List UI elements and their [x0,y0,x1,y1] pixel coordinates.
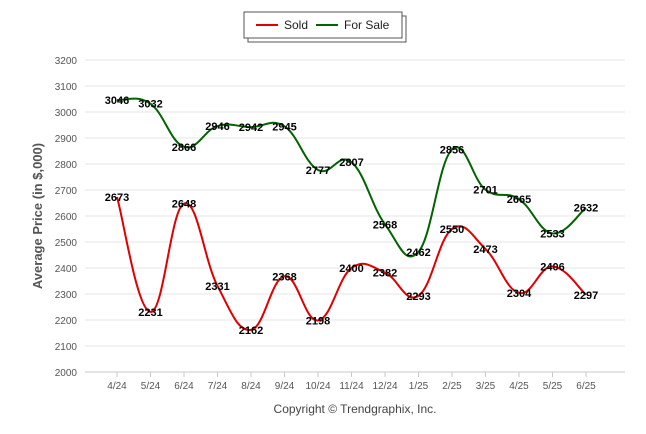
data-label-for-sale-10: 2856 [440,144,464,156]
y-tick-label-2300: 2300 [55,290,78,301]
data-label-sold-4: 2162 [239,325,263,337]
data-label-sold-9: 2293 [406,291,430,303]
x-tick-label-4: 8/24 [241,381,261,392]
data-label-sold-10: 2550 [440,224,464,236]
y-tick-label-2100: 2100 [55,342,78,353]
data-label-for-sale-13: 2533 [540,228,564,240]
series-line-sold [116,196,587,331]
data-label-sold-0: 2673 [105,192,129,204]
legend: Sold For Sale [243,11,407,43]
y-tick-label-3000: 3000 [55,108,78,119]
data-label-for-sale-5: 2945 [272,121,296,133]
data-label-sold-12: 2304 [507,288,532,300]
y-tick-label-2500: 2500 [55,238,78,249]
data-label-sold-1: 2231 [138,307,162,319]
y-tick-label-2800: 2800 [55,160,78,171]
legend-label-for-sale: For Sale [344,18,390,32]
data-label-sold-3: 2331 [205,281,229,293]
grid-lines [85,59,625,373]
x-axis-ticks: 4/24 5/24 6/24 7/24 8/24 9/24 10/24 11/24 12/24 1… [107,372,596,392]
data-label-for-sale-0: 3046 [105,95,129,107]
x-tick-label-10: 2/25 [442,381,462,392]
y-tick-label-2400: 2400 [55,264,78,275]
x-tick-label-7: 11/24 [339,381,364,392]
x-tick-label-13: 5/25 [543,381,563,392]
series-line-for-sale [116,97,587,258]
data-label-sold-14: 2297 [574,290,598,302]
data-label-for-sale-4: 2942 [239,122,263,134]
x-tick-label-14: 6/25 [576,381,596,392]
data-label-sold-2: 2648 [172,199,196,211]
x-tick-label-3: 7/24 [208,381,228,392]
data-label-for-sale-3: 2946 [205,121,229,133]
data-label-sold-13: 2406 [540,261,564,273]
legend-label-sold: Sold [284,18,308,32]
y-tick-label-2000: 2000 [55,368,78,379]
y-tick-label-2700: 2700 [55,186,78,197]
copyright-credit: Copyright © Trendgraphix, Inc. [274,402,437,416]
x-tick-label-2: 6/24 [174,381,194,392]
x-tick-label-5: 9/24 [275,381,295,392]
x-tick-label-12: 4/25 [509,381,529,392]
data-label-for-sale-8: 2568 [373,219,397,231]
x-tick-label-0: 4/24 [107,381,127,392]
data-labels: 2673 2231 2648 2331 2162 2368 2198 2400 2382 2293… [105,95,598,337]
data-label-for-sale-9: 2462 [406,247,430,259]
y-tick-label-2200: 2200 [55,316,78,327]
y-tick-label-2600: 2600 [55,212,78,223]
y-tick-label-3200: 3200 [55,56,78,67]
x-tick-label-1: 5/24 [141,381,161,392]
data-label-sold-6: 2198 [306,316,330,328]
y-axis-label: Average Price (in $,000) [30,143,45,289]
x-tick-label-9: 1/25 [409,381,429,392]
data-label-sold-5: 2368 [272,271,296,283]
data-label-for-sale-11: 2701 [473,185,497,197]
data-label-for-sale-1: 3032 [138,99,162,111]
y-tick-label-3100: 3100 [55,82,78,93]
data-label-for-sale-6: 2777 [306,165,330,177]
data-label-for-sale-2: 2866 [172,142,196,154]
data-label-for-sale-14: 2632 [574,203,598,215]
data-label-for-sale-7: 2807 [339,157,363,169]
x-tick-label-6: 10/24 [305,381,330,392]
data-label-sold-7: 2400 [339,263,363,275]
x-tick-label-11: 3/25 [476,381,496,392]
series-lines [116,97,587,331]
y-tick-label-2900: 2900 [55,134,78,145]
data-label-sold-11: 2473 [473,244,497,256]
x-tick-label-8: 12/24 [372,381,397,392]
data-label-sold-8: 2382 [373,268,397,280]
y-axis-ticks: 2000 2100 2200 2300 2400 2500 2600 2700 2800 2900… [55,56,78,379]
data-label-for-sale-12: 2665 [507,194,531,206]
